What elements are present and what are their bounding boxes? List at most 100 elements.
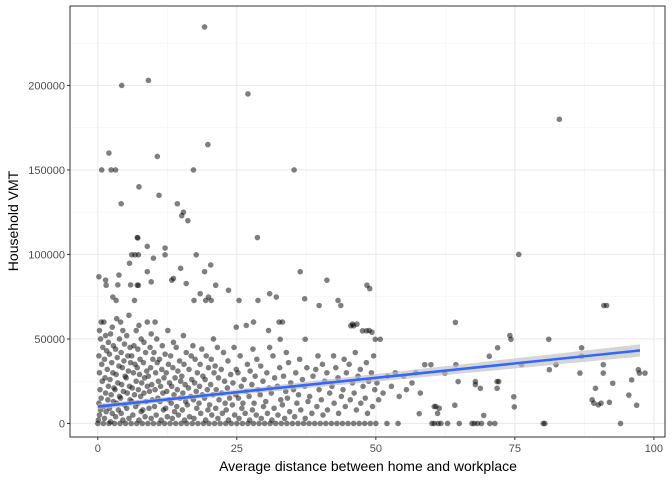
y-axis: 0 50000 100000 150000 200000 (28, 80, 70, 430)
data-point (353, 407, 360, 413)
data-point (191, 380, 198, 386)
data-point (277, 397, 284, 403)
data-point (198, 346, 205, 352)
data-point (100, 344, 106, 351)
x-tick-label: 50 (370, 443, 382, 455)
data-point (319, 361, 326, 368)
data-point (409, 380, 415, 386)
data-point (342, 403, 349, 410)
data-point (102, 277, 109, 283)
data-point (171, 391, 177, 398)
data-point (343, 369, 350, 376)
data-point (328, 420, 335, 427)
data-point (261, 420, 268, 427)
data-point (384, 420, 390, 427)
data-point (124, 390, 131, 396)
data-point (102, 390, 109, 396)
data-point (360, 383, 366, 390)
data-point (269, 417, 275, 423)
data-point (143, 368, 150, 374)
data-point (357, 366, 364, 373)
data-point (175, 368, 181, 374)
data-point (104, 366, 111, 373)
data-point (171, 408, 178, 415)
data-point (144, 383, 151, 390)
data-point (340, 386, 346, 393)
data-point (370, 353, 377, 359)
data-point (170, 339, 177, 346)
data-point (102, 375, 108, 381)
data-point (133, 378, 139, 385)
data-point (233, 324, 240, 330)
data-point (217, 420, 223, 427)
data-point (477, 385, 484, 392)
data-point (191, 297, 197, 304)
data-point (148, 415, 154, 422)
data-point (162, 405, 169, 412)
data-point (262, 398, 269, 405)
data-point (341, 356, 347, 363)
data-point (204, 386, 211, 393)
data-point (95, 417, 102, 423)
data-point (275, 412, 281, 418)
data-point (371, 386, 378, 393)
data-point (151, 349, 157, 356)
data-point (202, 376, 208, 383)
data-point (98, 167, 105, 173)
data-point (207, 262, 214, 268)
data-point (452, 402, 458, 409)
data-point (225, 287, 232, 294)
data-point (239, 405, 245, 412)
data-point (205, 141, 211, 148)
data-point (140, 407, 146, 413)
data-point (356, 420, 362, 427)
data-point (197, 361, 203, 368)
data-point (193, 251, 200, 258)
data-point (272, 420, 279, 427)
data-point (202, 297, 209, 304)
data-point (350, 322, 357, 329)
data-point (123, 332, 130, 339)
data-point (118, 349, 124, 356)
data-point (163, 369, 170, 376)
data-point (154, 153, 161, 160)
data-point (225, 417, 232, 423)
data-point (176, 358, 183, 364)
data-point (136, 322, 142, 329)
data-point (474, 420, 481, 427)
data-point (161, 375, 167, 381)
data-point (126, 260, 133, 267)
data-point (203, 353, 210, 359)
data-point (135, 251, 142, 258)
data-point (138, 380, 145, 386)
data-point (358, 400, 364, 406)
data-point (242, 410, 248, 417)
data-point (241, 376, 247, 383)
data-point (246, 417, 253, 423)
data-point (301, 295, 308, 302)
data-point (300, 420, 307, 427)
data-point (609, 380, 616, 387)
data-point (188, 353, 195, 359)
data-point (170, 364, 176, 371)
data-point (186, 366, 192, 373)
data-point (591, 400, 597, 406)
data-point (173, 344, 180, 351)
data-point (185, 385, 192, 391)
data-point (251, 400, 257, 406)
data-point (320, 412, 326, 418)
data-point (108, 359, 115, 366)
data-point (312, 366, 319, 373)
data-point (352, 349, 359, 356)
data-point (257, 391, 263, 398)
y-axis-title: Household VMT (5, 170, 21, 271)
data-point (153, 336, 160, 342)
data-point (285, 359, 292, 366)
data-point (146, 388, 153, 395)
data-point (130, 412, 136, 418)
data-point (220, 349, 227, 356)
data-point (231, 344, 237, 351)
data-point (152, 369, 159, 376)
data-point (123, 405, 130, 412)
data-point (114, 354, 121, 361)
